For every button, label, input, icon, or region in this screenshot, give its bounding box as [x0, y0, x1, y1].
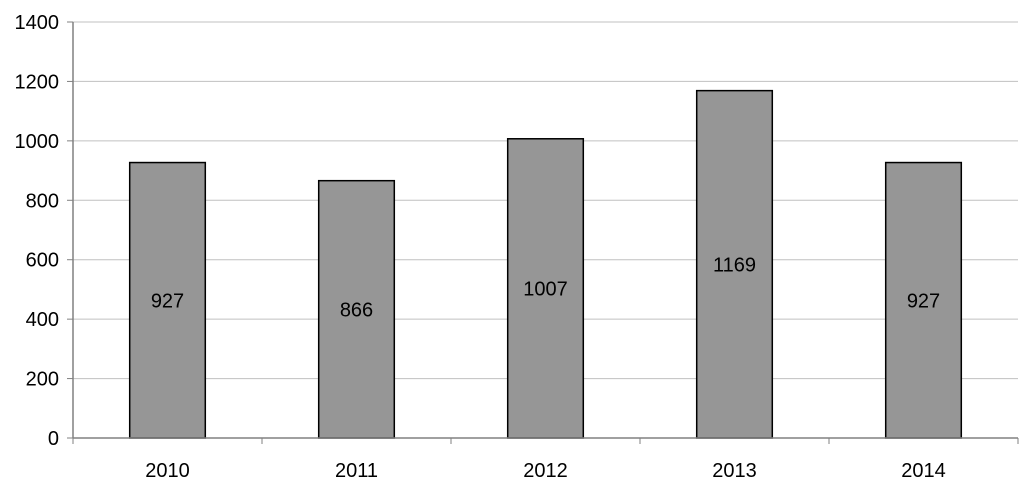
bar-2012	[506, 138, 585, 439]
y-axis-tick-labels: 0 200 400 600 800 1000 1200 1400	[15, 12, 60, 450]
bar-2011	[317, 179, 396, 439]
y-tick-label: 400	[26, 309, 59, 331]
data-label-2014: 927	[907, 290, 940, 312]
x-tick-label-2013: 2013	[712, 460, 757, 482]
y-tick-label: 1000	[15, 131, 60, 153]
x-tick-label-2010: 2010	[145, 460, 190, 482]
x-tick-label-2011: 2011	[335, 460, 378, 482]
bar-2014	[884, 161, 963, 439]
bars	[128, 89, 963, 439]
y-tick-label: 600	[26, 250, 59, 272]
y-tick-label: 800	[26, 190, 59, 212]
bar-2013	[695, 89, 774, 439]
axes	[67, 21, 1019, 444]
data-label-2012: 1007	[523, 278, 568, 300]
data-labels: 927 866 1007 1169 927	[151, 254, 940, 321]
y-tick-label: 200	[26, 369, 59, 391]
data-label-2013: 1169	[713, 254, 756, 276]
data-label-2010: 927	[151, 290, 184, 312]
x-axis-tick-labels: 2010 2011 2012 2013 2014	[145, 460, 946, 482]
y-tick-label: 1200	[15, 71, 60, 93]
x-tick-label-2014: 2014	[901, 460, 946, 482]
y-tick-label: 0	[48, 428, 59, 450]
y-tick-label: 1400	[15, 12, 60, 34]
data-label-2011: 866	[340, 299, 373, 321]
x-tick-label-2012: 2012	[523, 460, 568, 482]
